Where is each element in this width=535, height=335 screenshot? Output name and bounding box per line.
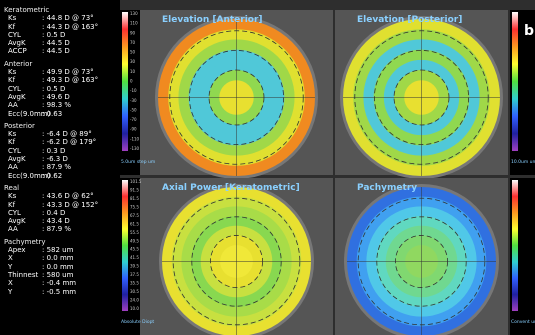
map-title: Pachymetry: [357, 183, 417, 193]
scale-caption: 10.0um um: [511, 159, 535, 165]
scale-caption: Convent um: [511, 319, 535, 325]
scale-label: -70: [130, 117, 137, 122]
scale-caption: Absolute Diopt: [121, 319, 154, 325]
scale-label: 70: [130, 40, 136, 45]
scale-label: 37.5: [130, 272, 139, 277]
scale-label: 110: [130, 21, 138, 26]
scale-label: -110: [130, 136, 140, 141]
color-scale: [512, 12, 518, 151]
scale-label: 49.5: [130, 238, 139, 243]
map-title: Axial Power [Keratometric]: [162, 183, 300, 193]
color-scale: [512, 180, 518, 311]
scale-label: 67.5: [130, 213, 139, 218]
scale-label: 10: [130, 69, 136, 74]
scale-label: 39.5: [130, 264, 139, 269]
screen: KeratometricKs: 44.8 D @ 73°Kf: 44.3 D @…: [0, 0, 535, 335]
scale-label: 24.0: [130, 298, 139, 303]
scale-label: 75.5: [130, 204, 139, 209]
scale-label: 30: [130, 59, 136, 64]
map-title: Elevation [Anterior]: [162, 15, 263, 25]
color-scale: [122, 12, 128, 151]
scale-label: 35.5: [130, 281, 139, 286]
scale-label: 55.5: [130, 230, 139, 235]
map-title: Elevation [Posterior]: [357, 15, 462, 25]
scale-label: 130: [130, 11, 138, 16]
scale-label: -90: [130, 127, 137, 132]
scale-label: -10: [130, 88, 137, 93]
scale-label: 50: [130, 50, 136, 55]
scale-label: 41.5: [130, 255, 139, 260]
scale-label: 30.5: [130, 289, 139, 294]
panel-label: b: [524, 23, 534, 39]
scale-label: -50: [130, 107, 137, 112]
maps: Elevation [Anterior]13011090705030100-10…: [0, 0, 535, 335]
scale-label: 81.5: [130, 196, 139, 201]
scale-label: 10.0: [130, 306, 139, 311]
scale-label: 101.5: [130, 179, 142, 184]
scale-caption: 5.0um step um: [121, 159, 155, 165]
scale-label: 61.5: [130, 221, 139, 226]
scale-label: 90: [130, 30, 136, 35]
scale-label: -30: [130, 98, 137, 103]
color-scale: [122, 180, 128, 311]
scale-label: 45.5: [130, 247, 139, 252]
scale-label: -130: [130, 146, 140, 151]
scale-label: 91.5: [130, 187, 139, 192]
